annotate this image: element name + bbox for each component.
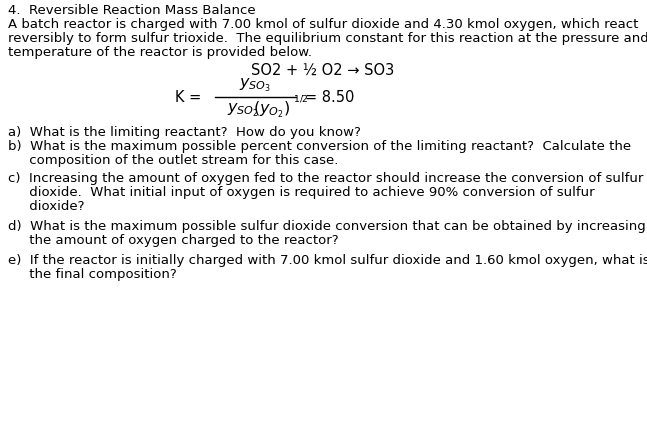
Text: a)  What is the limiting reactant?  How do you know?: a) What is the limiting reactant? How do… <box>8 126 361 139</box>
Text: the amount of oxygen charged to the reactor?: the amount of oxygen charged to the reac… <box>8 234 338 247</box>
Text: SO2 + ½ O2 → SO3: SO2 + ½ O2 → SO3 <box>252 63 395 78</box>
Text: $y_{SO_3}$: $y_{SO_3}$ <box>239 76 271 94</box>
Text: d)  What is the maximum possible sulfur dioxide conversion that can be obtained : d) What is the maximum possible sulfur d… <box>8 220 646 233</box>
Text: reversibly to form sulfur trioxide.  The equilibrium constant for this reaction : reversibly to form sulfur trioxide. The … <box>8 32 647 45</box>
Text: K =: K = <box>175 89 206 104</box>
Text: 4.  Reversible Reaction Mass Balance: 4. Reversible Reaction Mass Balance <box>8 4 256 17</box>
Text: $^{1/2}$: $^{1/2}$ <box>293 95 309 109</box>
Text: the final composition?: the final composition? <box>8 268 177 281</box>
Text: composition of the outlet stream for this case.: composition of the outlet stream for thi… <box>8 154 338 167</box>
Text: $y_{SO_2}$: $y_{SO_2}$ <box>227 101 259 119</box>
Text: temperature of the reactor is provided below.: temperature of the reactor is provided b… <box>8 46 312 59</box>
Text: e)  If the reactor is initially charged with 7.00 kmol sulfur dioxide and 1.60 k: e) If the reactor is initially charged w… <box>8 254 647 267</box>
Text: = 8.50: = 8.50 <box>305 89 355 104</box>
Text: dioxide.  What initial input of oxygen is required to achieve 90% conversion of : dioxide. What initial input of oxygen is… <box>8 186 595 199</box>
Text: b)  What is the maximum possible percent conversion of the limiting reactant?  C: b) What is the maximum possible percent … <box>8 140 631 153</box>
Text: c)  Increasing the amount of oxygen fed to the reactor should increase the conve: c) Increasing the amount of oxygen fed t… <box>8 172 643 185</box>
Text: $(y_{O_2})$: $(y_{O_2})$ <box>254 100 291 120</box>
Text: dioxide?: dioxide? <box>8 200 85 213</box>
Text: A batch reactor is charged with 7.00 kmol of sulfur dioxide and 4.30 kmol oxygen: A batch reactor is charged with 7.00 kmo… <box>8 18 639 31</box>
